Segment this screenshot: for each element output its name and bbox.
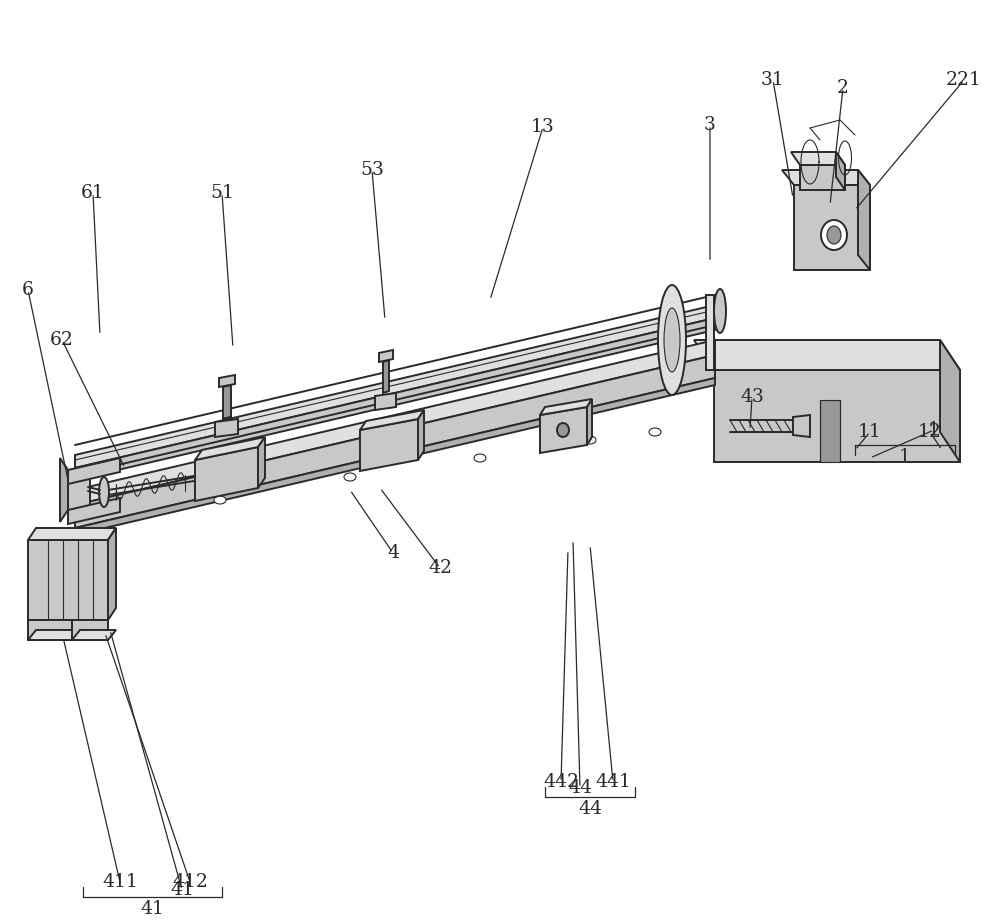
Polygon shape — [587, 399, 592, 445]
Polygon shape — [108, 528, 116, 620]
Text: 41: 41 — [170, 881, 194, 899]
Polygon shape — [28, 540, 108, 620]
Polygon shape — [360, 410, 424, 430]
Polygon shape — [75, 340, 715, 505]
Polygon shape — [28, 528, 116, 540]
Text: 43: 43 — [740, 388, 764, 406]
Polygon shape — [28, 620, 72, 640]
Text: 441: 441 — [595, 773, 631, 791]
Text: 62: 62 — [50, 331, 74, 349]
Polygon shape — [195, 447, 258, 501]
Polygon shape — [375, 393, 396, 410]
Polygon shape — [75, 318, 715, 480]
Text: 442: 442 — [543, 773, 579, 791]
Text: 6: 6 — [22, 281, 34, 299]
Polygon shape — [383, 360, 389, 393]
Text: 13: 13 — [531, 118, 555, 136]
Ellipse shape — [649, 428, 661, 436]
Text: 41: 41 — [140, 900, 164, 918]
Polygon shape — [418, 410, 424, 460]
Polygon shape — [540, 399, 592, 415]
Polygon shape — [714, 370, 960, 462]
Ellipse shape — [821, 220, 847, 250]
Polygon shape — [694, 340, 960, 370]
Ellipse shape — [474, 454, 486, 462]
Polygon shape — [794, 185, 870, 270]
Ellipse shape — [584, 436, 596, 444]
Ellipse shape — [214, 496, 226, 504]
Text: 412: 412 — [172, 873, 208, 891]
Polygon shape — [360, 419, 418, 471]
Polygon shape — [75, 378, 715, 535]
Ellipse shape — [827, 226, 841, 244]
Polygon shape — [258, 437, 265, 488]
Polygon shape — [800, 165, 845, 190]
Text: 1: 1 — [899, 448, 911, 466]
Polygon shape — [820, 400, 840, 462]
Polygon shape — [706, 295, 714, 370]
Text: 2: 2 — [837, 79, 849, 97]
Polygon shape — [793, 415, 810, 437]
Text: 11: 11 — [858, 423, 882, 441]
Ellipse shape — [664, 308, 680, 372]
Polygon shape — [75, 355, 715, 528]
Text: 4: 4 — [387, 544, 399, 562]
Text: 1: 1 — [928, 421, 940, 439]
Polygon shape — [379, 350, 393, 362]
Text: 221: 221 — [946, 71, 982, 89]
Text: 51: 51 — [210, 184, 234, 202]
Polygon shape — [782, 170, 870, 185]
Text: 42: 42 — [428, 559, 452, 577]
Text: 12: 12 — [918, 423, 942, 441]
Text: 3: 3 — [704, 116, 716, 134]
Polygon shape — [72, 620, 108, 640]
Polygon shape — [219, 375, 235, 387]
Polygon shape — [858, 170, 870, 270]
Ellipse shape — [714, 289, 726, 333]
Ellipse shape — [344, 473, 356, 481]
Ellipse shape — [99, 477, 109, 507]
Polygon shape — [215, 419, 238, 437]
Polygon shape — [791, 152, 845, 165]
Polygon shape — [72, 630, 116, 640]
Text: 31: 31 — [761, 71, 785, 89]
Polygon shape — [195, 437, 265, 460]
Polygon shape — [836, 152, 845, 190]
Text: 53: 53 — [360, 161, 384, 179]
Ellipse shape — [658, 285, 686, 395]
Polygon shape — [223, 385, 231, 419]
Text: 61: 61 — [81, 184, 105, 202]
Polygon shape — [940, 340, 960, 462]
Polygon shape — [68, 470, 90, 510]
Text: 411: 411 — [102, 873, 138, 891]
Polygon shape — [28, 630, 80, 640]
Polygon shape — [540, 407, 587, 453]
Polygon shape — [68, 458, 120, 484]
Ellipse shape — [557, 423, 569, 437]
Polygon shape — [68, 498, 120, 524]
Text: 44: 44 — [568, 779, 592, 797]
Polygon shape — [60, 458, 68, 522]
Polygon shape — [75, 305, 715, 468]
Text: 44: 44 — [578, 800, 602, 818]
